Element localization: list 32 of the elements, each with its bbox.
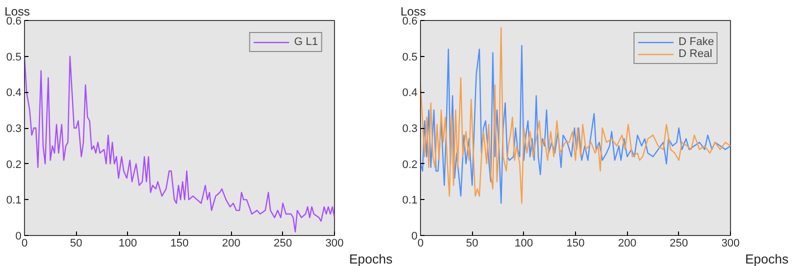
y-tick-label: 0.5 [402,51,418,64]
y-tick-label: 0.3 [402,123,418,135]
x-tick-label: 250 [274,238,292,250]
line-series [24,56,334,233]
y-tick-label: 0.1 [6,194,22,207]
x-tick-label: 150 [170,238,189,250]
x-tick-label: 300 [721,238,740,250]
legend-label: D Fake [678,36,714,48]
x-tick-label: 100 [118,238,138,250]
y-tick-label: 0.2 [6,158,22,171]
legend-label: G L1 [294,36,318,48]
legend-label: D Real [678,48,712,60]
x-tick-label: 50 [70,238,82,250]
x-tick-label: 300 [325,238,344,250]
y-tick-label: 0.2 [402,158,418,171]
x-tick-label: 200 [618,238,636,250]
x-tick-label: 50 [466,238,478,250]
y-tick-label: 0.4 [402,87,418,100]
x-tick-label: 250 [670,238,688,250]
y-tick-label: 0.6 [402,16,418,28]
y-axis-title: Loss [4,4,30,18]
x-tick-label: 150 [566,238,585,250]
y-axis-title: Loss [400,4,426,18]
y-tick-label: 0.3 [6,123,22,135]
x-axis-title: Epochs [349,252,393,266]
y-tick-label: 0.4 [6,87,22,100]
x-tick-label: 200 [222,238,240,250]
y-tick-label: 0.6 [6,16,22,28]
x-axis-title: Epochs [745,252,789,266]
x-tick-label: 100 [514,238,534,250]
y-tick-label: 0.5 [6,51,22,64]
y-tick-label: 0.1 [402,194,418,207]
